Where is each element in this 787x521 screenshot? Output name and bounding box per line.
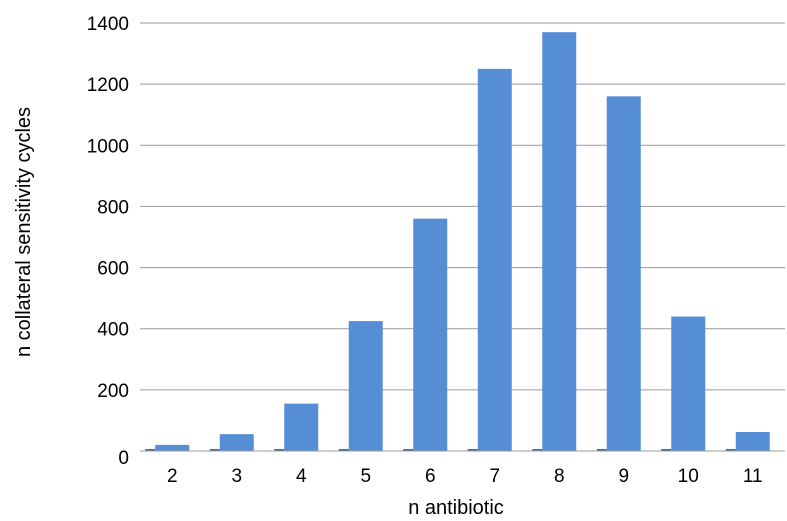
bars [145, 32, 770, 452]
bar-6 [413, 218, 448, 451]
x-tick-label: 4 [296, 466, 307, 487]
x-tick-label: 5 [360, 466, 371, 487]
y-tick-label: 200 [97, 381, 129, 402]
x-axis-title: n antibiotic [408, 497, 504, 519]
x-tick-label: 3 [231, 466, 242, 487]
bar-11 [735, 432, 770, 451]
bar-baseline-stub [661, 449, 672, 451]
y-tick-label: 1200 [87, 75, 129, 96]
bar-3 [219, 434, 254, 451]
y-tick-label: 1000 [87, 136, 129, 157]
y-tick-label: 1400 [87, 14, 129, 35]
bar-baseline-stub [274, 449, 285, 451]
bar-7 [477, 68, 512, 451]
y-tick-label: 600 [97, 259, 129, 280]
x-tick-label: 7 [489, 466, 500, 487]
gridlines [140, 22, 785, 391]
y-tick-label: 0 [118, 448, 129, 469]
bar-baseline-stub [145, 449, 156, 451]
y-tick-label: 800 [97, 197, 129, 218]
x-tick-label: 2 [167, 466, 178, 487]
y-axis-tick-labels: 0 200 400 600 800 1000 1200 1400 [87, 14, 129, 469]
bar-5 [348, 321, 383, 451]
y-tick-label: 400 [97, 320, 129, 341]
bar-baseline-stub [532, 449, 543, 451]
bar-baseline-stub [467, 449, 478, 451]
x-axis-tick-labels: 2 3 4 5 6 7 8 9 10 11 [167, 466, 763, 487]
x-tick-label: 6 [425, 466, 436, 487]
bar-10 [671, 316, 706, 451]
x-tick-label: 8 [554, 466, 565, 487]
y-axis-title: n collateral sensitivity cycles [13, 107, 35, 357]
bar-9 [606, 96, 641, 451]
bar-4 [284, 403, 319, 451]
x-tick-label: 10 [678, 466, 699, 487]
bar-baseline-stub [725, 449, 736, 451]
x-tick-label: 11 [743, 466, 763, 487]
bar-2 [155, 444, 190, 451]
bar-baseline-stub [338, 449, 349, 451]
bar-baseline-stub [596, 449, 607, 451]
bar-8 [542, 32, 577, 452]
bar-baseline-stub [209, 449, 220, 451]
x-tick-label: 9 [618, 466, 629, 487]
bar-baseline-stub [403, 449, 414, 451]
